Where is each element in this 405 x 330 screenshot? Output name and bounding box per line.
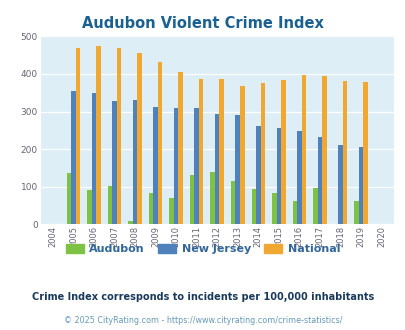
Bar xyxy=(198,79,203,224)
Bar xyxy=(312,188,317,224)
Bar xyxy=(235,115,239,224)
Bar xyxy=(158,62,162,224)
Bar xyxy=(92,93,96,224)
Bar xyxy=(317,137,321,224)
Bar xyxy=(342,82,346,224)
Bar xyxy=(153,107,158,224)
Bar xyxy=(128,221,132,224)
Bar xyxy=(271,193,276,224)
Bar xyxy=(149,193,153,224)
Text: © 2025 CityRating.com - https://www.cityrating.com/crime-statistics/: © 2025 CityRating.com - https://www.city… xyxy=(64,315,341,325)
Bar xyxy=(292,201,296,224)
Bar xyxy=(178,72,183,224)
Bar xyxy=(190,176,194,224)
Bar xyxy=(337,146,342,224)
Legend: Audubon, New Jersey, National: Audubon, New Jersey, National xyxy=(62,239,343,258)
Bar xyxy=(75,48,80,224)
Bar xyxy=(296,131,301,224)
Bar xyxy=(87,190,92,224)
Bar xyxy=(219,79,224,224)
Bar xyxy=(251,189,256,224)
Text: Audubon Violent Crime Index: Audubon Violent Crime Index xyxy=(82,16,323,31)
Bar xyxy=(239,86,244,224)
Bar xyxy=(280,80,285,224)
Bar xyxy=(321,76,326,224)
Bar xyxy=(362,82,367,224)
Bar xyxy=(117,48,121,224)
Bar xyxy=(96,46,100,224)
Bar xyxy=(256,126,260,224)
Bar xyxy=(353,201,358,224)
Bar xyxy=(112,101,117,224)
Text: Crime Index corresponds to incidents per 100,000 inhabitants: Crime Index corresponds to incidents per… xyxy=(32,292,373,302)
Bar xyxy=(173,108,178,224)
Bar xyxy=(107,186,112,224)
Bar xyxy=(260,82,264,224)
Bar xyxy=(71,91,75,224)
Bar xyxy=(210,172,214,224)
Bar xyxy=(194,108,198,224)
Bar xyxy=(169,198,173,224)
Bar xyxy=(137,53,141,224)
Bar xyxy=(66,173,71,224)
Bar xyxy=(214,114,219,224)
Bar xyxy=(230,181,235,224)
Bar xyxy=(132,100,137,224)
Bar xyxy=(358,147,362,224)
Bar xyxy=(301,75,305,224)
Bar xyxy=(276,128,280,224)
